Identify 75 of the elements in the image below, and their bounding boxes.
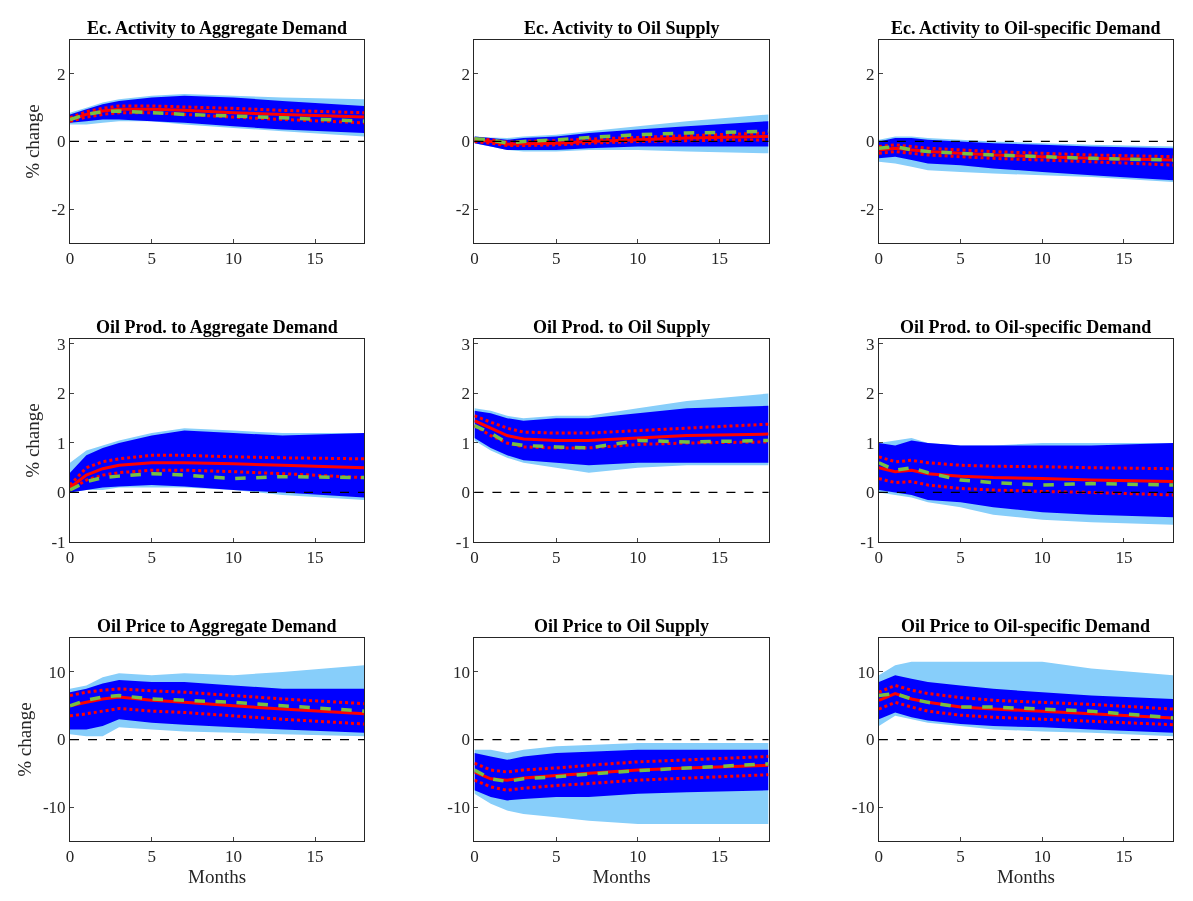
x-axis-title: Months — [996, 866, 1055, 888]
x-tick-label: 5 — [147, 548, 156, 568]
y-tick-label: -1 — [860, 532, 875, 552]
x-tick-label: 15 — [1115, 847, 1133, 867]
y-tick-label: 2 — [461, 384, 471, 404]
x-tick-label: 15 — [711, 847, 729, 867]
x-tick-label: 15 — [711, 548, 729, 568]
y-tick-label: -10 — [42, 798, 66, 818]
y-tick-label: 1 — [865, 433, 875, 453]
x-tick-label: 10 — [1033, 847, 1051, 867]
y-tick-label: 1 — [461, 433, 471, 453]
x-tick-label: 10 — [629, 548, 647, 568]
y-tick-label: -1 — [51, 532, 66, 552]
x-tick-label: 5 — [956, 249, 965, 269]
x-tick-label: 15 — [306, 548, 324, 568]
y-tick-label: 0 — [461, 730, 471, 750]
x-tick-label: 5 — [956, 548, 965, 568]
chart-title: Oil Prod. to Aggregate Demand — [96, 317, 338, 337]
chart-title: Oil Prod. to Oil Supply — [533, 317, 711, 337]
chart-title: Ec. Activity to Oil Supply — [524, 18, 720, 38]
y-tick-label: 10 — [48, 662, 66, 682]
y-tick-label: 10 — [857, 662, 875, 682]
y-tick-label: 2 — [461, 64, 471, 84]
x-tick-label: 5 — [551, 249, 561, 269]
y-tick-label: -1 — [455, 532, 471, 552]
chart-title: Ec. Activity to Aggregate Demand — [87, 18, 348, 38]
y-tick-label: 0 — [461, 483, 471, 503]
x-tick-label: 10 — [224, 847, 242, 867]
y-tick-label: 0 — [865, 730, 875, 750]
y-tick-label: 0 — [461, 132, 471, 152]
y-tick-label: 3 — [865, 334, 875, 354]
y-tick-label: 2 — [865, 64, 875, 84]
y-tick-label: 10 — [453, 662, 471, 682]
y-tick-label: 3 — [461, 334, 471, 354]
y-tick-label: 1 — [57, 433, 66, 453]
x-tick-label: 5 — [956, 847, 965, 867]
x-axis-title: Months — [592, 866, 651, 888]
y-axis-title: % change — [22, 403, 44, 478]
x-tick-label: 15 — [306, 847, 324, 867]
y-tick-label: -2 — [455, 200, 471, 220]
y-tick-label: 0 — [57, 132, 66, 152]
x-tick-label: 15 — [306, 249, 324, 269]
chart-title: Oil Price to Oil-specific Demand — [901, 616, 1150, 636]
chart-title: Oil Price to Aggregate Demand — [97, 616, 337, 636]
chart-title: Oil Prod. to Oil-specific Demand — [900, 317, 1152, 337]
x-tick-label: 15 — [1115, 548, 1133, 568]
y-tick-label: 0 — [57, 483, 66, 503]
y-tick-label: 0 — [865, 483, 875, 503]
x-axis-title: Months — [188, 866, 247, 888]
x-tick-label: 10 — [629, 249, 647, 269]
x-tick-label: 15 — [1115, 249, 1133, 269]
y-tick-label: 0 — [57, 730, 66, 750]
x-tick-label: 10 — [629, 847, 647, 867]
x-tick-label: 5 — [147, 847, 156, 867]
x-tick-label: 5 — [551, 548, 561, 568]
y-tick-label: 3 — [57, 334, 66, 354]
x-tick-label: 5 — [147, 249, 156, 269]
y-tick-label: 0 — [865, 132, 875, 152]
y-tick-label: -2 — [51, 200, 66, 220]
x-tick-label: 10 — [1033, 548, 1051, 568]
chart-title: Ec. Activity to Oil-specific Demand — [891, 18, 1161, 38]
x-tick-label: 10 — [224, 249, 242, 269]
y-axis-title: % change — [22, 104, 44, 179]
y-axis-title: % change — [13, 702, 35, 777]
y-tick-label: 2 — [57, 384, 66, 404]
y-tick-label: -10 — [447, 798, 471, 818]
x-tick-label: 10 — [1033, 249, 1051, 269]
x-tick-label: 10 — [224, 548, 242, 568]
y-tick-label: -2 — [860, 200, 875, 220]
y-tick-label: -10 — [851, 798, 875, 818]
chart-title: Oil Price to Oil Supply — [534, 616, 710, 636]
x-tick-label: 15 — [711, 249, 729, 269]
y-tick-label: 2 — [865, 384, 875, 404]
y-tick-label: 2 — [57, 64, 66, 84]
x-tick-label: 5 — [551, 847, 561, 867]
